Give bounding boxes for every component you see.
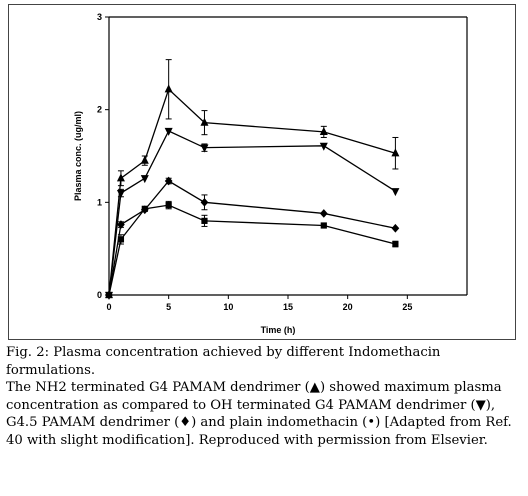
data-point-diamond: [164, 176, 173, 186]
data-point-triangle-up: [319, 126, 328, 136]
data-point-square: [105, 291, 113, 299]
y-axis-label: Plasma conc. (ug/ml): [73, 111, 83, 201]
y-tick-label: 1: [97, 197, 102, 207]
data-point-triangle-down: [140, 175, 149, 184]
data-point-triangle-up: [200, 117, 209, 126]
x-tick-label: 20: [343, 302, 353, 312]
data-point-triangle-down: [200, 144, 209, 153]
plasma-concentration-chart: 0 5 10 15 20 25 0 1 2 3 Time (h) Plasma conc. (ug…: [73, 12, 468, 335]
x-tick-label: 0: [106, 302, 111, 312]
series-line: [108, 204, 396, 296]
data-point-square: [141, 205, 148, 212]
data-point-triangle-up: [391, 148, 400, 157]
series-triangle-down: [104, 127, 400, 300]
figure-caption: Fig. 2: Plasma concentration achieved by…: [6, 344, 524, 449]
y-tick-label: 0: [97, 290, 102, 300]
data-point-diamond: [391, 223, 400, 233]
x-axis-label: Time (h): [261, 325, 296, 335]
caption-title: Fig. 2: Plasma concentration achieved by…: [6, 345, 441, 378]
data-point-square: [165, 202, 172, 209]
data-point-triangle-down: [319, 142, 328, 151]
data-point-triangle-down: [116, 189, 125, 198]
series-line: [108, 88, 396, 296]
caption-body: The NH2 terminated G4 PAMAM dendrimer (▲…: [6, 380, 512, 448]
data-point-triangle-down: [391, 188, 400, 197]
series-line: [108, 130, 396, 296]
data-point-square: [320, 222, 327, 229]
data-point-triangle-up: [140, 155, 149, 164]
x-tick-label: 15: [283, 302, 293, 312]
data-point-square: [392, 240, 399, 248]
y-tick-label: 3: [97, 12, 102, 22]
data-point-triangle-down: [164, 127, 173, 136]
data-point-diamond: [200, 197, 209, 207]
series-square: [105, 200, 399, 299]
x-tick-label: 25: [402, 302, 412, 312]
data-point-square: [117, 236, 125, 243]
series-diamond: [105, 176, 400, 300]
y-tick-label: 2: [97, 105, 102, 115]
x-tick-label: 5: [166, 302, 171, 312]
data-point-triangle-up: [116, 173, 125, 182]
data-point-triangle-up: [164, 84, 173, 93]
data-point-diamond: [319, 209, 328, 218]
x-tick-label: 10: [223, 302, 233, 312]
data-point-square: [201, 217, 208, 224]
series-triangle-up: [104, 59, 400, 299]
series-group: [104, 59, 400, 300]
figure-frame: 0 5 10 15 20 25 0 1 2 3 Time (h) Plasma conc. (ug…: [8, 4, 516, 340]
data-point-diamond: [117, 220, 125, 229]
series-line: [108, 180, 396, 296]
